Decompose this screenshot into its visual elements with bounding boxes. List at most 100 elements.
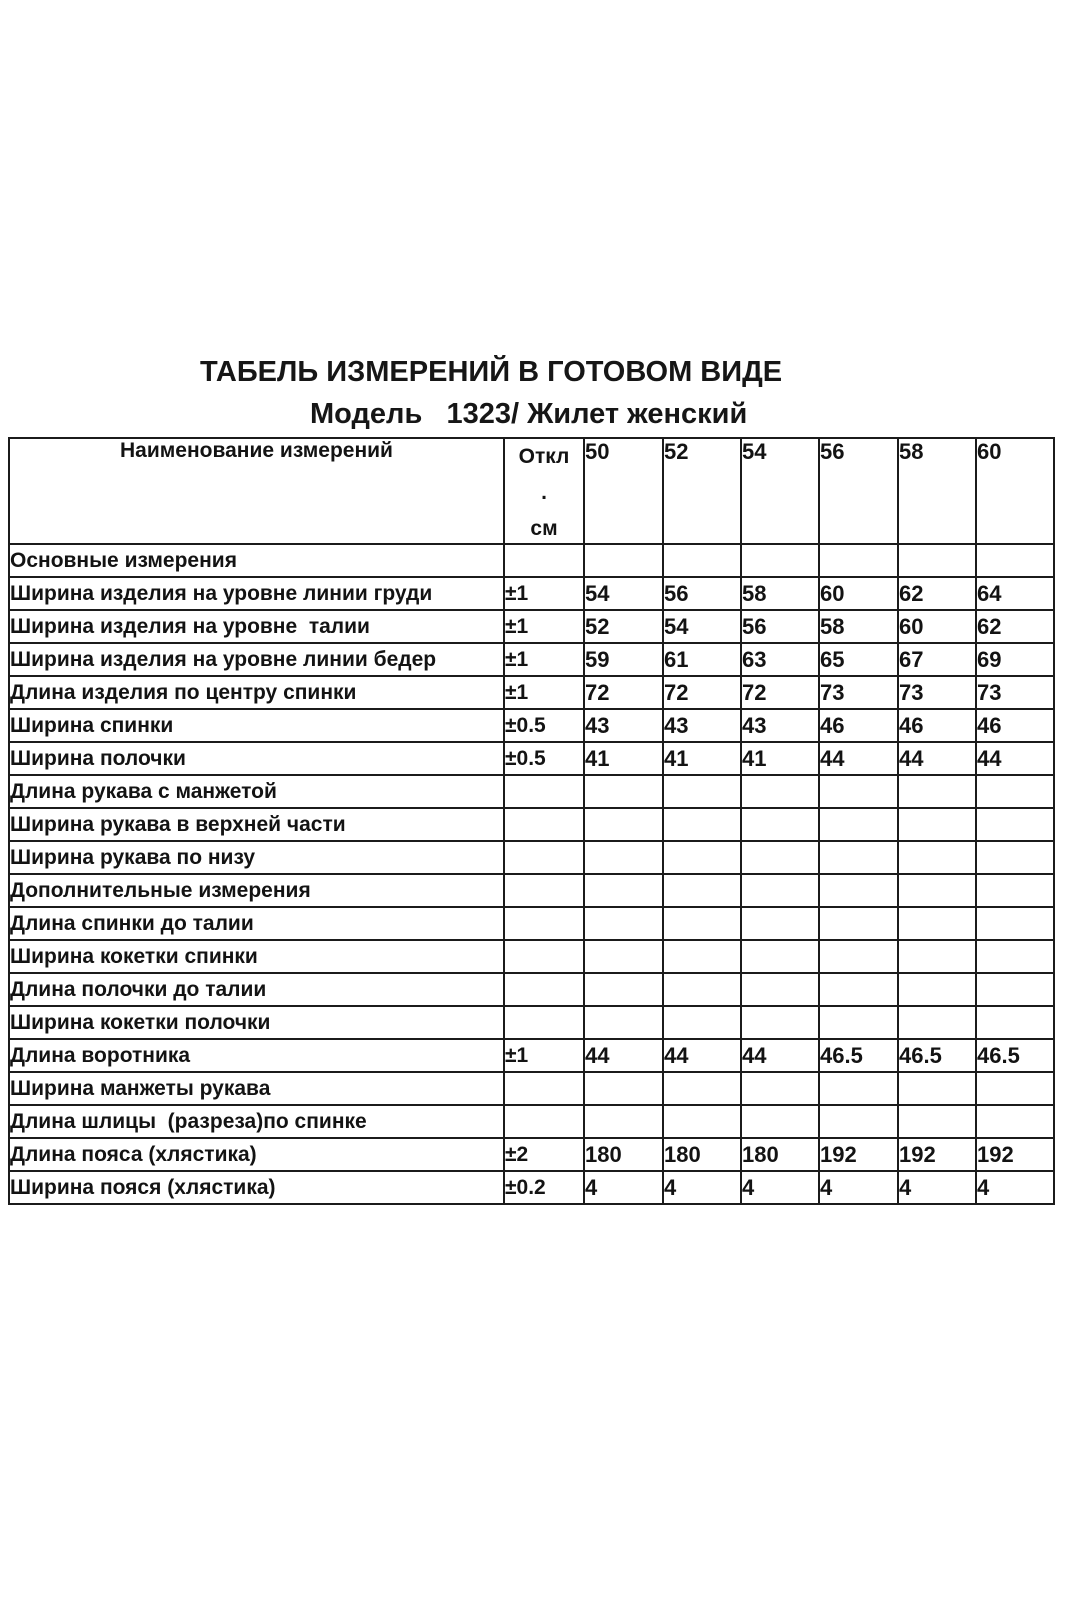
size-value-cell — [662, 972, 742, 1007]
size-value-cell — [740, 543, 820, 578]
size-value-cell — [740, 906, 820, 941]
size-value-cell: 60 — [818, 576, 899, 611]
size-value-cell: 72 — [662, 675, 742, 710]
row-label-cell: Основные измерения — [8, 543, 505, 578]
size-value-cell — [740, 1071, 820, 1106]
size-value-cell — [975, 1104, 1055, 1139]
size-value-cell: 180 — [583, 1137, 664, 1172]
tolerance-cell: ±2 — [503, 1137, 585, 1172]
size-value-cell: 192 — [975, 1137, 1055, 1172]
size-value-cell — [740, 939, 820, 974]
size-value-cell — [583, 807, 664, 842]
size-value-cell: 41 — [740, 741, 820, 776]
row-label-cell: Ширина рукава в верхней части — [8, 807, 505, 842]
table-row: Длина спинки до талии — [8, 906, 1055, 941]
row-label-cell: Длина воротника — [8, 1038, 505, 1073]
row-label-cell: Дополнительные измерения — [8, 873, 505, 908]
size-value-cell — [975, 1005, 1055, 1040]
size-value-cell — [818, 873, 899, 908]
row-label-cell: Ширина изделия на уровне талии — [8, 609, 505, 644]
table-row: Основные измерения — [8, 543, 1055, 578]
size-value-cell — [975, 972, 1055, 1007]
tolerance-header-stack: Откл . см — [506, 440, 582, 542]
size-value-cell — [897, 972, 977, 1007]
size-value-cell — [897, 807, 977, 842]
size-value-cell — [818, 774, 899, 809]
row-label-cell: Ширина полочки — [8, 741, 505, 776]
tolerance-header-line: . — [541, 481, 547, 504]
table-row: Ширина кокетки спинки — [8, 939, 1055, 974]
size-value-cell — [662, 807, 742, 842]
size-value-cell — [583, 1104, 664, 1139]
table-body: Основные измерения Ширина изделия на уров… — [8, 543, 1055, 1205]
tolerance-cell — [503, 840, 585, 875]
size-value-cell — [583, 840, 664, 875]
size-value-cell — [662, 1005, 742, 1040]
size-value-cell: 64 — [975, 576, 1055, 611]
size-value-cell — [975, 873, 1055, 908]
size-value-cell — [740, 807, 820, 842]
size-value-cell — [740, 840, 820, 875]
size-value-cell: 44 — [740, 1038, 820, 1073]
size-value-cell: 46 — [818, 708, 899, 743]
tolerance-cell — [503, 1104, 585, 1139]
size-value-cell: 44 — [583, 1038, 664, 1073]
tolerance-cell: ±1 — [503, 1038, 585, 1073]
table-row: Длина полочки до талии — [8, 972, 1055, 1007]
tolerance-cell — [503, 939, 585, 974]
row-label-cell: Длина шлицы (разреза)по спинке — [8, 1104, 505, 1139]
size-value-cell — [975, 774, 1055, 809]
size-value-cell: 4 — [662, 1170, 742, 1205]
size-value-cell: 54 — [583, 576, 664, 611]
table-row: Длина воротника ±1 44 44 44 46.5 46.5 46.5 — [8, 1038, 1055, 1073]
size-value-cell: 180 — [740, 1137, 820, 1172]
size-value-cell: 63 — [740, 642, 820, 677]
size-value-cell: 192 — [897, 1137, 977, 1172]
measurements-table: Наименование измерений Откл . см 50 52 54 5… — [8, 437, 1055, 1205]
size-value-cell — [897, 1104, 977, 1139]
row-label-cell: Ширина изделия на уровне линии бедер — [8, 642, 505, 677]
size-value-cell: 43 — [583, 708, 664, 743]
size-value-cell — [897, 840, 977, 875]
size-value-cell: 44 — [818, 741, 899, 776]
size-value-cell — [583, 873, 664, 908]
size-value-cell — [740, 1104, 820, 1139]
table-row: Ширина рукава по низу — [8, 840, 1055, 875]
table-row: Ширина изделия на уровне линии бедер ±1 59… — [8, 642, 1055, 677]
row-label-cell: Длина полочки до талии — [8, 972, 505, 1007]
size-value-cell: 73 — [818, 675, 899, 710]
size-value-cell: 44 — [897, 741, 977, 776]
size-value-cell: 46 — [897, 708, 977, 743]
size-value-cell — [818, 543, 899, 578]
size-value-cell: 4 — [583, 1170, 664, 1205]
size-value-cell — [818, 972, 899, 1007]
size-value-cell: 73 — [897, 675, 977, 710]
table-row: Ширина спинки ±0.5 43 43 43 46 46 46 — [8, 708, 1055, 743]
size-value-cell: 72 — [583, 675, 664, 710]
size-header-cell: 50 — [583, 437, 664, 545]
size-value-cell: 46.5 — [975, 1038, 1055, 1073]
size-value-cell: 58 — [740, 576, 820, 611]
size-value-cell: 46.5 — [818, 1038, 899, 1073]
model-subtitle: Модель 1323/ Жилет женский — [310, 398, 748, 430]
row-label-cell: Длина спинки до талии — [8, 906, 505, 941]
tolerance-cell — [503, 543, 585, 578]
size-value-cell: 73 — [975, 675, 1055, 710]
size-value-cell — [975, 840, 1055, 875]
size-value-cell — [818, 1071, 899, 1106]
size-header-cell: 60 — [975, 437, 1055, 545]
size-value-cell — [897, 939, 977, 974]
size-value-cell: 65 — [818, 642, 899, 677]
tolerance-cell: ±1 — [503, 609, 585, 644]
tolerance-cell — [503, 1071, 585, 1106]
size-value-cell — [975, 543, 1055, 578]
size-value-cell: 67 — [897, 642, 977, 677]
size-value-cell: 4 — [740, 1170, 820, 1205]
tolerance-cell: ±1 — [503, 675, 585, 710]
tolerance-cell — [503, 807, 585, 842]
size-value-cell: 41 — [583, 741, 664, 776]
table-row: Ширина полочки ±0.5 41 41 41 44 44 44 — [8, 741, 1055, 776]
size-value-cell: 54 — [662, 609, 742, 644]
table-row: Ширина изделия на уровне линии груди ±1 54… — [8, 576, 1055, 611]
size-value-cell — [975, 906, 1055, 941]
